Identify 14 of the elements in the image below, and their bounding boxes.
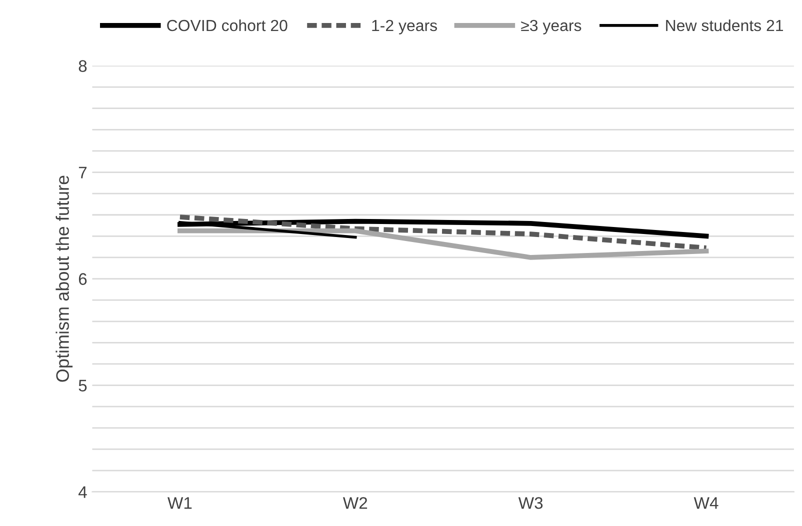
y-tick-label: 6 (78, 273, 87, 285)
x-tick-label: W2 (342, 497, 368, 509)
y-tick-label: 8 (78, 60, 87, 72)
y-tick-label: 7 (78, 166, 87, 178)
y-tick-label: 4 (78, 486, 87, 498)
x-tick-label: W4 (694, 497, 718, 509)
legend-label: 1-2 years (372, 20, 437, 34)
legend-label: New students 21 (666, 19, 784, 32)
y-axis-title: Optimism about the future (56, 176, 73, 382)
y-tick-label: 5 (78, 380, 87, 392)
x-tick-label: W3 (518, 497, 543, 509)
x-tick-label: W1 (168, 497, 192, 509)
legend-label: ≥3 years (521, 20, 582, 34)
legend-label: COVID cohort 20 (167, 19, 288, 32)
